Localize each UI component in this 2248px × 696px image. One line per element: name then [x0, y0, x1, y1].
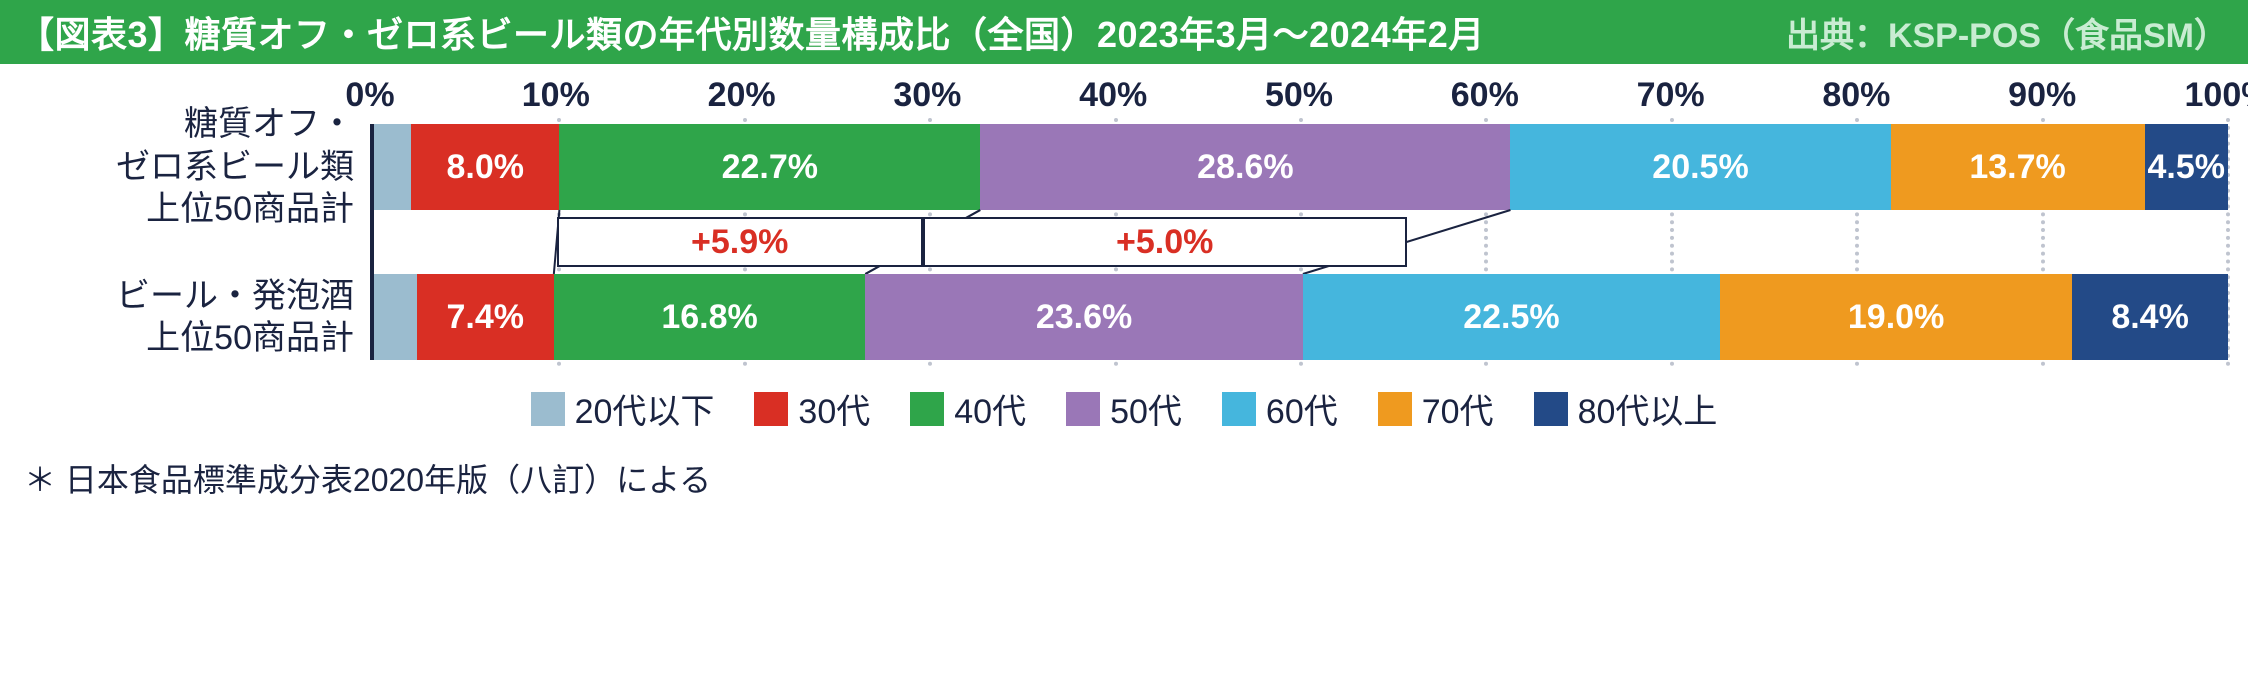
axis-tick: 10% [522, 76, 590, 115]
legend-label: 70代 [1422, 384, 1494, 433]
legend-label: 80代以上 [1578, 384, 1718, 433]
bar-segment: 16.8% [554, 274, 865, 360]
axis-tick: 30% [893, 76, 961, 115]
legend-item: 60代 [1222, 384, 1338, 433]
bar-segment: 22.7% [559, 124, 980, 210]
bar-row: 8.0%22.7%28.6%20.5%13.7%4.5% [374, 124, 2228, 210]
axis-tick: 70% [1637, 76, 1705, 115]
plot: 0%10%20%30%40%50%60%70%80%90%100% 8.0%22… [370, 76, 2228, 360]
legend-item: 30代 [754, 384, 870, 433]
bar-segment: 23.6% [865, 274, 1303, 360]
legend-label: 60代 [1266, 384, 1338, 433]
bar-segment [374, 124, 411, 210]
chart-container: 糖質オフ・ゼロ系ビール類上位50商品計ビール・発泡酒上位50商品計 0% 10% 2… [0, 64, 2248, 447]
legend-label: 50代 [1110, 384, 1182, 433]
bar-segment: 20.5% [1510, 124, 1890, 210]
legend-swatch [910, 392, 944, 426]
row-label: 糖質オフ・ゼロ系ビール類上位50商品計 [20, 124, 354, 210]
axis-tick: 80% [1822, 76, 1890, 115]
legend-label: 30代 [798, 384, 870, 433]
bar-segment: 8.4% [2072, 274, 2228, 360]
chart-title-bar: 【図表3】糖質オフ・ゼロ系ビール類の年代別数量構成比（全国）2023年3月～20… [0, 0, 2248, 64]
delta-layer: +5.9%+5.0% [374, 210, 2228, 274]
axis-tick: 40% [1079, 76, 1147, 115]
legend-swatch [1534, 392, 1568, 426]
legend-item: 20代以下 [531, 384, 715, 433]
legend-swatch [754, 392, 788, 426]
row-label: ビール・発泡酒上位50商品計 [20, 274, 354, 360]
axis-tick: 90% [2008, 76, 2076, 115]
delta-callout: +5.0% [923, 217, 1407, 267]
chart-source: 出典：KSP-POS（食品SM） [1786, 8, 2228, 57]
bar-segment: 22.5% [1303, 274, 1720, 360]
axis-tick: 50% [1265, 76, 1333, 115]
row-labels: 糖質オフ・ゼロ系ビール類上位50商品計ビール・発泡酒上位50商品計 [20, 124, 370, 360]
legend-swatch [1222, 392, 1256, 426]
bar-segment: 8.0% [411, 124, 559, 210]
bar-segment: 4.5% [2145, 124, 2228, 210]
bar-segment [374, 274, 417, 360]
footnote: ＊ 日本食品標準成分表2020年版（八訂）による [0, 447, 2248, 521]
legend-swatch [531, 392, 565, 426]
legend-item: 40代 [910, 384, 1026, 433]
legend-item: 50代 [1066, 384, 1182, 433]
legend: 20代以下 30代 40代 50代 60代 70代 80代以上 [20, 360, 2228, 447]
bar-segment: 19.0% [1720, 274, 2072, 360]
chart-title: 【図表3】糖質オフ・ゼロ系ビール類の年代別数量構成比（全国）2023年3月～20… [18, 6, 1485, 58]
axis-tick: 20% [708, 76, 776, 115]
axis-tick: 60% [1451, 76, 1519, 115]
axis-tick: 0% [345, 76, 394, 115]
plot-area: 8.0%22.7%28.6%20.5%13.7%4.5%+5.9%+5.0%7.… [370, 124, 2228, 360]
legend-swatch [1378, 392, 1412, 426]
axis-tick: 100% [2185, 76, 2248, 115]
legend-item: 80代以上 [1534, 384, 1718, 433]
x-axis-ticks: 0%10%20%30%40%50%60%70%80%90%100% [370, 76, 2228, 124]
bar-row: 7.4%16.8%23.6%22.5%19.0%8.4% [374, 274, 2228, 360]
bar-segment: 7.4% [417, 274, 554, 360]
legend-item: 70代 [1378, 384, 1494, 433]
bar-segment: 28.6% [980, 124, 1510, 210]
legend-swatch [1066, 392, 1100, 426]
legend-label: 40代 [954, 384, 1026, 433]
delta-callout: +5.9% [557, 217, 923, 267]
legend-label: 20代以下 [575, 384, 715, 433]
bar-segment: 13.7% [1891, 124, 2145, 210]
